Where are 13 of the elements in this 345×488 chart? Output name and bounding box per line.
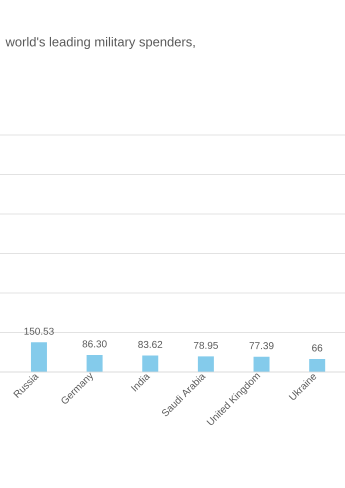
data-label: 150.53 xyxy=(24,328,54,335)
data-label: 66 xyxy=(312,344,322,352)
bar xyxy=(254,356,270,372)
data-label: 83.62 xyxy=(138,340,162,348)
bar xyxy=(30,342,47,372)
data-label: 78.95 xyxy=(194,342,218,349)
bar xyxy=(142,355,158,372)
bar xyxy=(198,356,214,372)
bar xyxy=(86,354,103,372)
data-label: 77.39 xyxy=(250,342,274,350)
bar xyxy=(309,358,326,372)
data-label: 86.30 xyxy=(82,340,107,348)
chart-title: world's leading military spenders, xyxy=(6,36,195,50)
